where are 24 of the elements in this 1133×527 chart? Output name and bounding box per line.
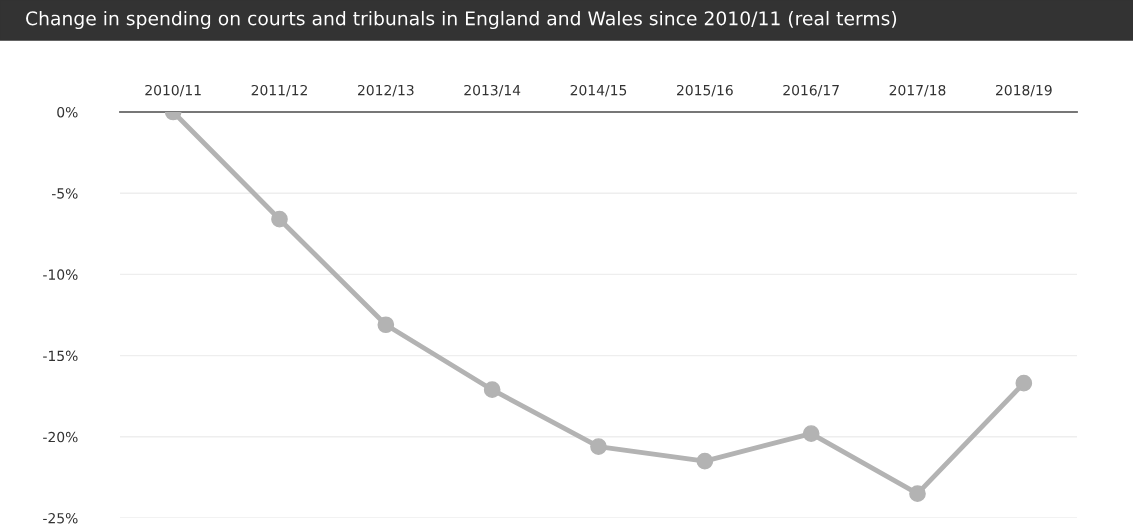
point (483, 381, 501, 399)
x-tick-label: 2015/16 (677, 84, 733, 97)
y-tick-label: -20% (43, 431, 78, 443)
point (271, 210, 288, 228)
x-tick-label: 2011/12 (251, 84, 307, 97)
x-tick-label: 2010/11 (145, 84, 201, 97)
x-tick-label: 2017/18 (889, 84, 946, 97)
x-tick-label: 2012/13 (358, 84, 414, 97)
y-tick-label: -10% (43, 269, 78, 280)
point (802, 425, 820, 442)
x-tick-label: 2014/15 (570, 84, 627, 97)
y-tick-label: -15% (43, 350, 78, 362)
point (1015, 374, 1033, 392)
chart-title: Change in spending on courts and tribunals in England and Wales since 2010/11 (real terms) (26, 10, 897, 30)
point (590, 438, 607, 455)
point (696, 452, 714, 470)
y-tick-label: -5% (51, 188, 78, 199)
x-tick-label: 2018/19 (996, 84, 1052, 97)
y-tick-label: -25% (43, 512, 78, 524)
x-tick-label: 2016/17 (783, 84, 839, 97)
x-tick-label: 2013/14 (464, 84, 521, 97)
point (909, 485, 926, 502)
point (377, 316, 395, 334)
y-tick-label: 0% (57, 106, 78, 118)
